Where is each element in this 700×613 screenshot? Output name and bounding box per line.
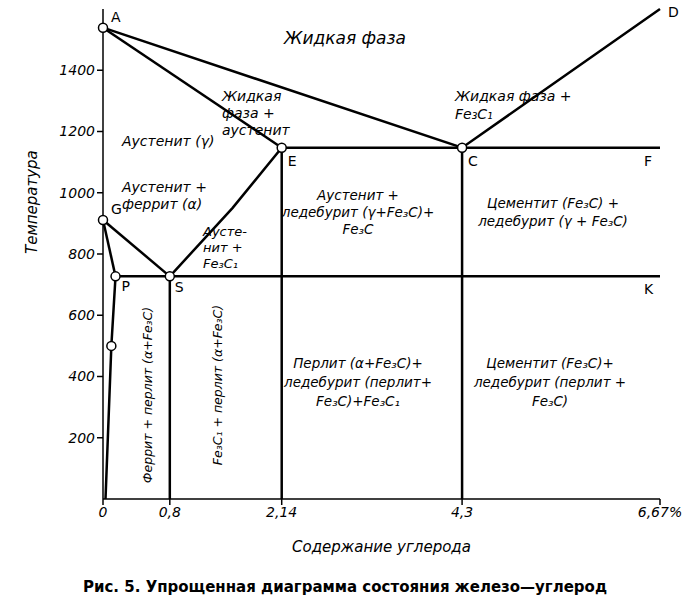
svg-text:P: P — [122, 278, 130, 294]
svg-text:0: 0 — [99, 504, 108, 520]
svg-text:Рис. 5. Упрощенная диаграмма с: Рис. 5. Упрощенная диаграмма состояния ж… — [83, 578, 607, 596]
svg-text:Аусте-нит +Fe₃C₁: Аусте-нит +Fe₃C₁ — [202, 224, 247, 271]
svg-text:200: 200 — [68, 430, 95, 446]
svg-text:1400: 1400 — [59, 62, 95, 78]
svg-text:Жидкая фаза: Жидкая фаза — [283, 28, 406, 48]
svg-text:6,67%: 6,67% — [638, 504, 682, 520]
svg-text:2,14: 2,14 — [266, 504, 297, 520]
svg-text:Аустенит +ледебурит (γ+Fe₃C)+F: Аустенит +ледебурит (γ+Fe₃C)+Fe₃C — [281, 187, 434, 237]
svg-text:Феррит + перлит (α+Fe₃C): Феррит + перлит (α+Fe₃C) — [140, 307, 155, 483]
svg-text:Перлит (α+Fe₃C)+ледебурит (пер: Перлит (α+Fe₃C)+ледебурит (перлит+Fe₃C)+… — [283, 355, 432, 409]
svg-text:K: K — [644, 281, 654, 297]
svg-text:Аустенит +феррит (α): Аустенит +феррит (α) — [121, 179, 207, 212]
svg-text:Fe₃C₁ + перлит (α+Fe₃C): Fe₃C₁ + перлит (α+Fe₃C) — [210, 305, 225, 465]
svg-text:S: S — [175, 279, 184, 295]
svg-text:D: D — [668, 4, 679, 20]
svg-text:C: C — [468, 153, 478, 169]
svg-text:800: 800 — [68, 246, 95, 262]
svg-text:A: A — [111, 9, 121, 25]
svg-text:F: F — [644, 153, 652, 169]
svg-text:G: G — [111, 201, 122, 217]
svg-text:Аустенит (γ): Аустенит (γ) — [121, 133, 214, 149]
svg-text:Цементит (Fe₃C) +ледебурит (γ: Цементит (Fe₃C) +ледебурит (γ + Fe₃C) — [477, 195, 628, 229]
svg-text:E: E — [288, 153, 297, 169]
svg-text:Цементит (Fe₃C)+ледебурит (пер: Цементит (Fe₃C)+ледебурит (перлит +Fe₃C) — [473, 355, 626, 409]
svg-text:600: 600 — [68, 307, 95, 323]
svg-text:400: 400 — [68, 368, 95, 384]
svg-text:0,8: 0,8 — [159, 504, 181, 520]
svg-text:Содержание углерода: Содержание углерода — [292, 538, 471, 556]
svg-text:4,3: 4,3 — [451, 504, 473, 520]
svg-text:Жидкаяфаза +аустенит: Жидкаяфаза +аустенит — [221, 88, 291, 138]
svg-text:1000: 1000 — [59, 185, 95, 201]
svg-text:Жидкая фаза +Fe₃C₁: Жидкая фаза +Fe₃C₁ — [454, 88, 572, 122]
svg-text:1200: 1200 — [59, 123, 95, 139]
svg-text:Температура: Температура — [23, 150, 41, 254]
